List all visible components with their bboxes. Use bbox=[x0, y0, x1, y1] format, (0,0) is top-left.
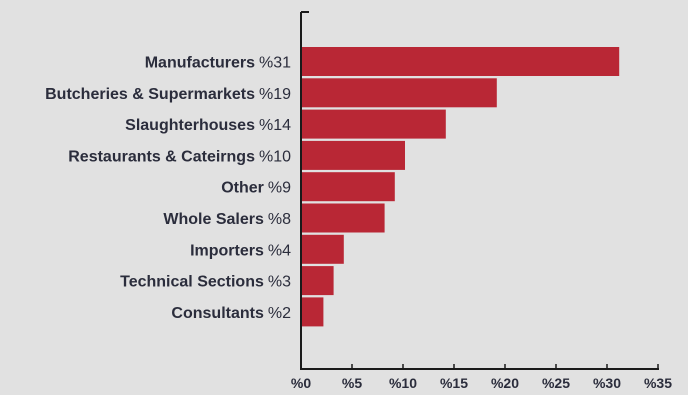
x-tick-label: %0 bbox=[291, 375, 311, 391]
bars-group bbox=[301, 47, 620, 327]
category-name: Consultants bbox=[171, 305, 264, 322]
bar bbox=[301, 140, 405, 170]
x-tick-label: %25 bbox=[542, 375, 570, 391]
axes-group bbox=[300, 11, 659, 370]
category-name: Importers bbox=[190, 242, 264, 259]
bar bbox=[301, 78, 497, 108]
bar-label: Manufacturers %31 bbox=[145, 55, 291, 72]
value-label: %31 bbox=[259, 55, 291, 72]
value-label: %9 bbox=[268, 180, 291, 197]
value-label: %3 bbox=[268, 274, 291, 291]
bar-label: Whole Salers %8 bbox=[163, 211, 291, 228]
x-tick-label: %30 bbox=[593, 375, 621, 391]
bar-label: Butcheries & Supermarkets %19 bbox=[45, 86, 291, 103]
value-label: %2 bbox=[268, 305, 291, 322]
category-name: Whole Salers bbox=[163, 211, 264, 228]
category-name: Butcheries & Supermarkets bbox=[45, 86, 255, 103]
category-name: Technical Sections bbox=[120, 274, 264, 291]
category-name: Slaughterhouses bbox=[125, 117, 255, 134]
bar bbox=[301, 203, 385, 233]
category-name: Manufacturers bbox=[145, 55, 255, 72]
x-tick-label: %35 bbox=[644, 375, 672, 391]
bar-label: Restaurants & Cateirngs %10 bbox=[68, 148, 291, 165]
bar bbox=[301, 47, 620, 76]
x-tick-label: %10 bbox=[389, 375, 417, 391]
category-name: Other bbox=[221, 180, 264, 197]
bar bbox=[301, 266, 334, 296]
bar-label: Slaughterhouses %14 bbox=[125, 117, 291, 134]
bar-label: Consultants %2 bbox=[171, 305, 291, 322]
bar bbox=[301, 109, 446, 139]
value-label: %8 bbox=[268, 211, 291, 228]
value-label: %10 bbox=[259, 148, 291, 165]
x-tick-label: %5 bbox=[342, 375, 362, 391]
x-ticks-group: %0 %5 %10 %15 %20 %25 %30 %35 bbox=[291, 364, 672, 391]
x-tick-label: %20 bbox=[491, 375, 519, 391]
bar bbox=[301, 297, 324, 327]
value-label: %4 bbox=[268, 242, 291, 259]
bar bbox=[301, 172, 395, 202]
bar bbox=[301, 234, 344, 264]
x-tick-label: %15 bbox=[440, 375, 468, 391]
category-name: Restaurants & Cateirngs bbox=[68, 148, 255, 165]
bar-label: Technical Sections %3 bbox=[120, 274, 291, 291]
bar-label: Importers %4 bbox=[190, 242, 291, 259]
value-label: %19 bbox=[259, 86, 291, 103]
bar-label: Other %9 bbox=[221, 180, 291, 197]
value-label: %14 bbox=[259, 117, 291, 134]
